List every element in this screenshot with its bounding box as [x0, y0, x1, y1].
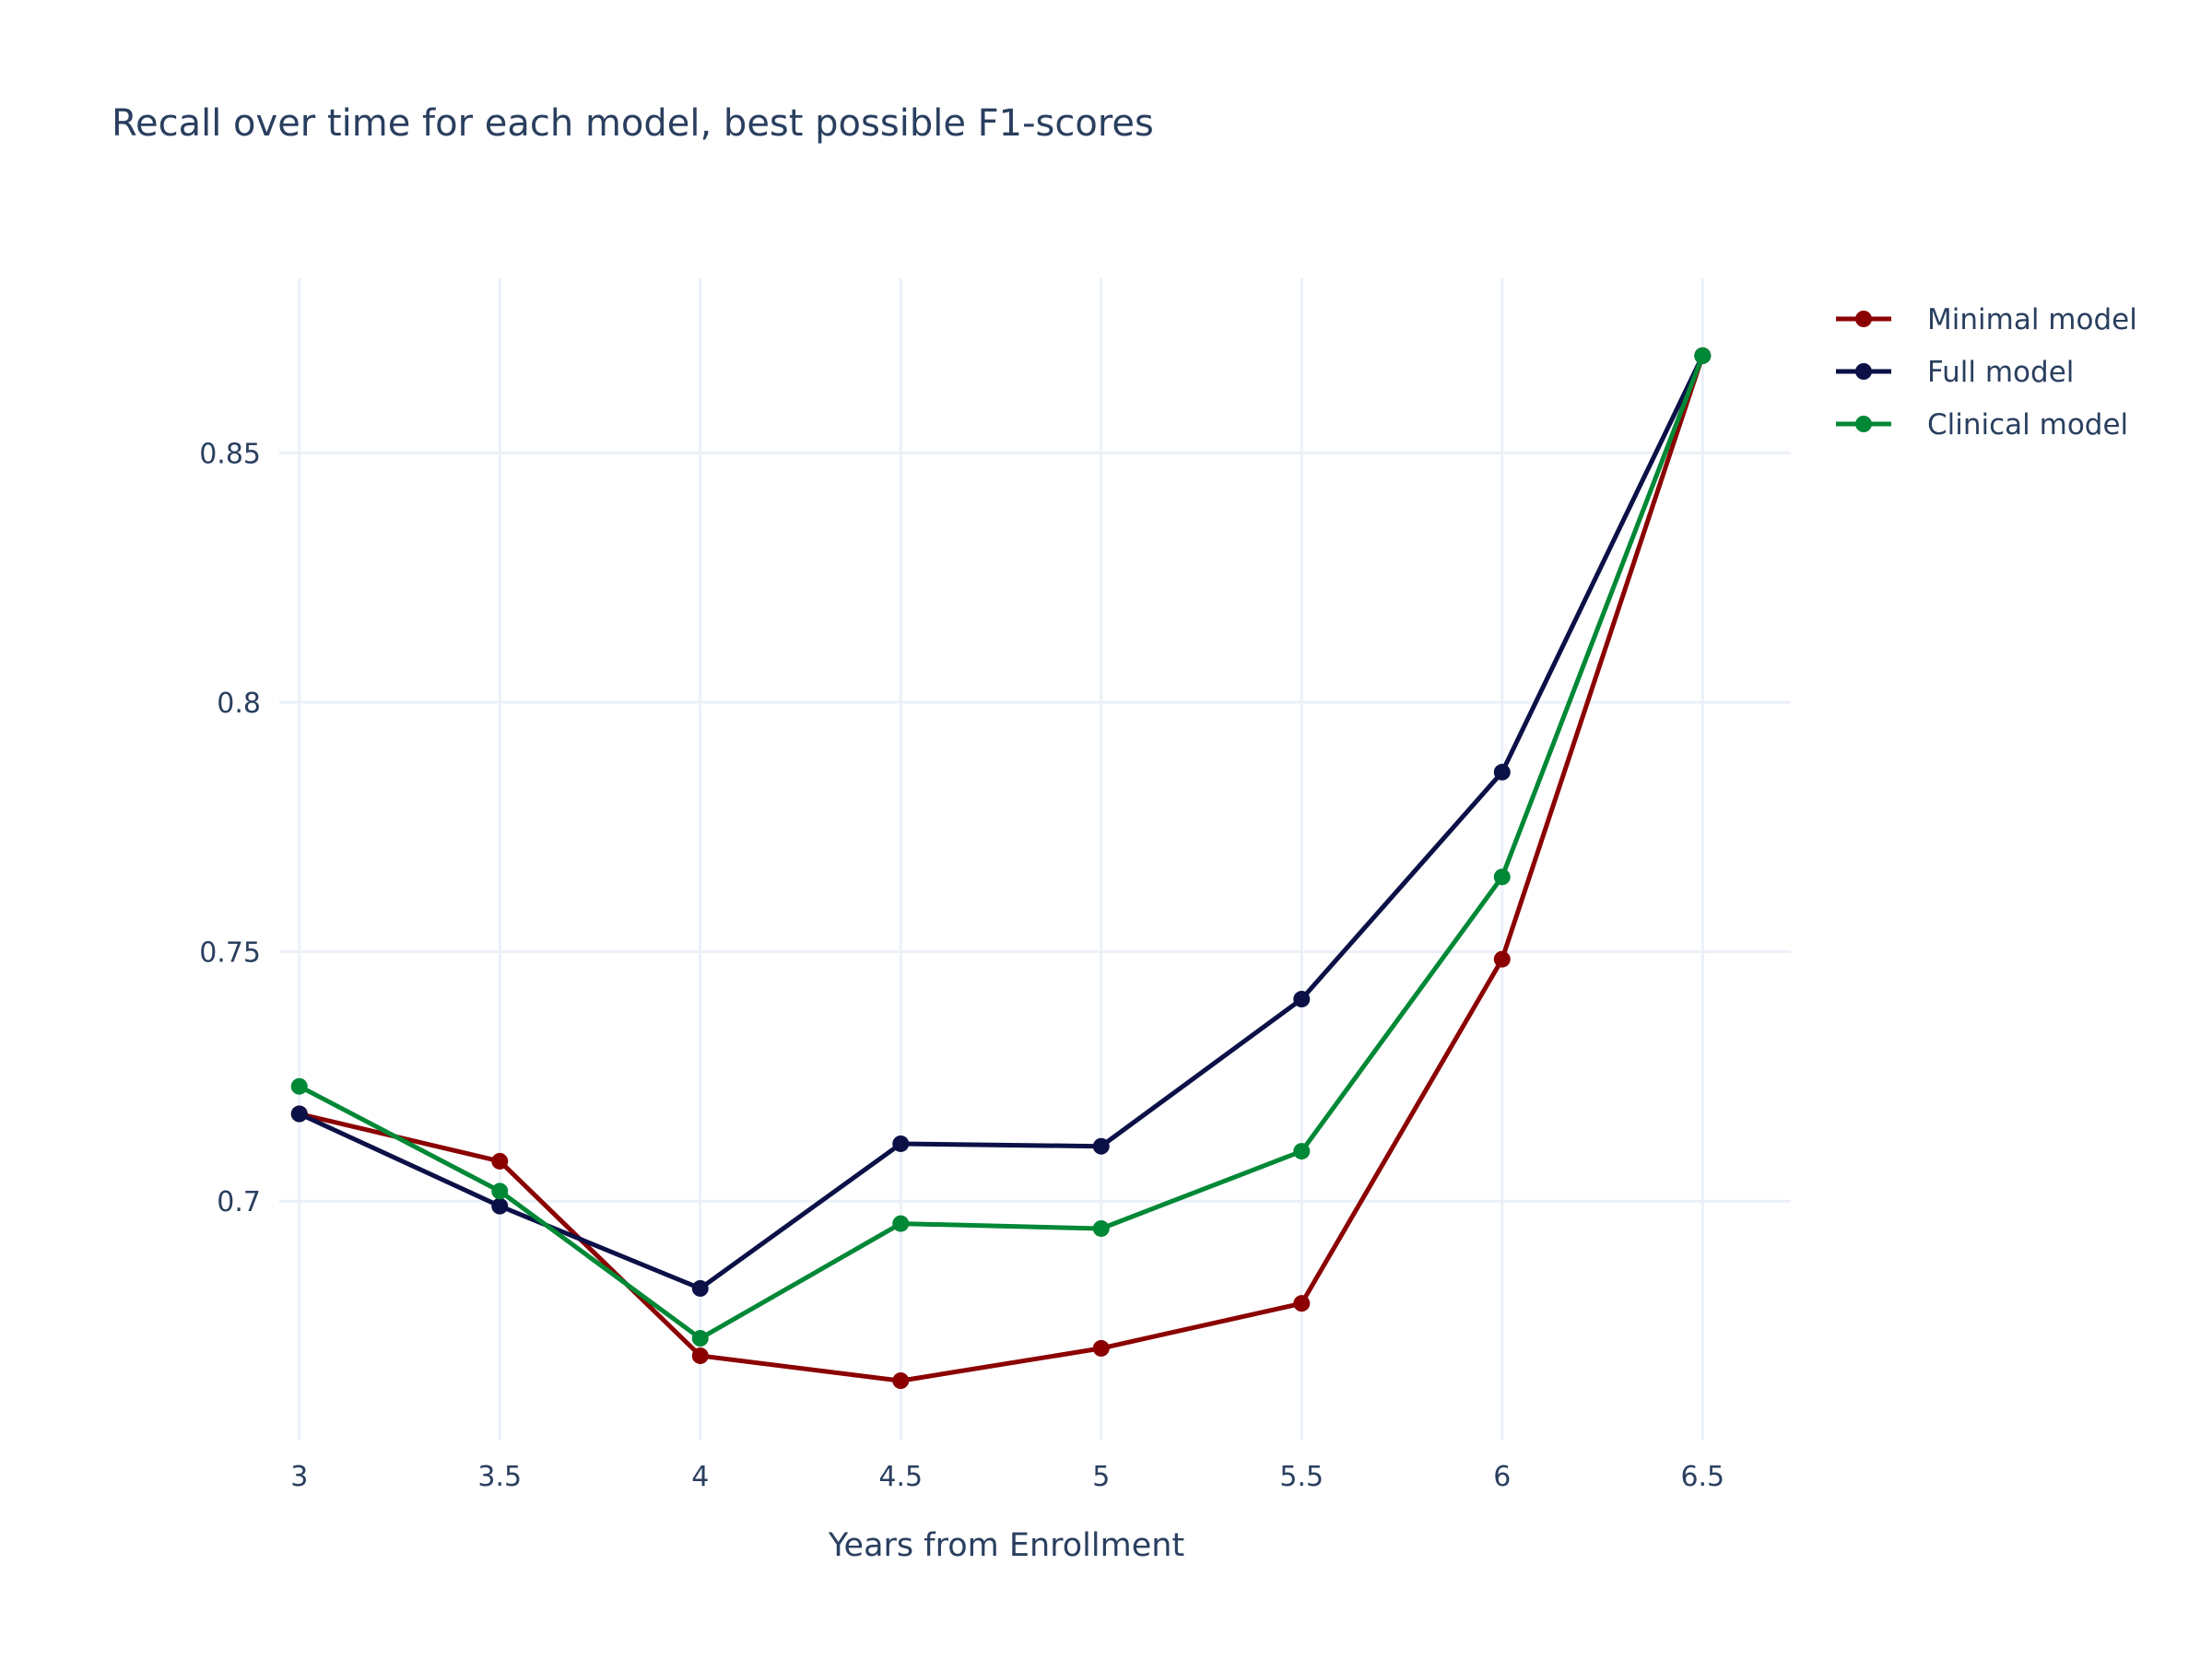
data-point-full-model: [1493, 763, 1511, 781]
y-tick-label: 0.8: [217, 688, 261, 720]
series-line-clinical-model: [297, 353, 1705, 1341]
data-point-clinical-model: [1694, 347, 1712, 364]
data-point-minimal-model: [1293, 1295, 1311, 1312]
y-tick-label: 0.85: [199, 438, 261, 470]
data-point-minimal-model: [491, 1152, 509, 1170]
series-line-minimal-model: [297, 353, 1705, 1383]
x-tick-label: 6: [1493, 1461, 1511, 1493]
x-tick-label: 5.5: [1279, 1461, 1324, 1493]
x-tick-label: 3.5: [477, 1461, 522, 1493]
y-tick-label: 0.7: [217, 1186, 261, 1218]
y-tick-label: 0.75: [199, 937, 261, 970]
data-point-minimal-model: [1092, 1339, 1110, 1357]
legend-item-minimal-model[interactable]: Minimal model: [1836, 303, 2137, 336]
data-point-minimal-model: [1493, 950, 1511, 968]
series-line-full-model: [297, 353, 1705, 1291]
legend-marker-icon: [1855, 363, 1872, 380]
x-tick-label: 4: [691, 1461, 709, 1493]
data-point-full-model: [892, 1135, 910, 1152]
x-axis-title: Years from Enrollment: [828, 1527, 1184, 1564]
legend-item-clinical-model[interactable]: Clinical model: [1836, 408, 2128, 441]
data-point-full-model: [1092, 1137, 1110, 1155]
grid: [279, 278, 1791, 1441]
legend-marker-icon: [1855, 311, 1872, 327]
data-point-clinical-model: [691, 1330, 709, 1347]
data-point-clinical-model: [1493, 868, 1511, 886]
legend-label: Full model: [1927, 356, 2074, 389]
legend-label: Minimal model: [1927, 303, 2137, 336]
x-tick-label: 6.5: [1680, 1461, 1724, 1493]
legend-marker-icon: [1855, 416, 1872, 432]
data-point-clinical-model: [1293, 1143, 1311, 1160]
data-point-full-model: [1293, 991, 1311, 1008]
x-tick-label: 5: [1092, 1461, 1110, 1493]
data-point-clinical-model: [892, 1215, 910, 1232]
data-point-clinical-model: [491, 1182, 509, 1200]
series-full-model: [290, 347, 1712, 1297]
data-point-minimal-model: [691, 1347, 709, 1364]
legend-item-full-model[interactable]: Full model: [1836, 356, 2074, 389]
data-point-clinical-model: [1092, 1219, 1110, 1237]
x-tick-label: 3: [290, 1461, 308, 1493]
y-axis-ticks: 0.7 0.75 0.8 0.85: [199, 438, 261, 1218]
series-clinical-model: [290, 347, 1712, 1347]
legend[interactable]: Minimal model Full model Clinical model: [1836, 303, 2137, 441]
data-point-minimal-model: [892, 1372, 910, 1390]
legend-label: Clinical model: [1927, 408, 2128, 441]
data-point-clinical-model: [290, 1077, 308, 1095]
data-point-full-model: [691, 1279, 709, 1297]
chart-title: Recall over time for each model, best po…: [112, 102, 1154, 145]
data-point-full-model: [491, 1197, 509, 1215]
series-group: [290, 347, 1712, 1390]
data-point-full-model: [290, 1105, 308, 1123]
x-tick-label: 4.5: [878, 1461, 923, 1493]
x-axis-ticks: 3 3.5 4 4.5 5 5.5 6 6.5: [290, 1461, 1724, 1493]
